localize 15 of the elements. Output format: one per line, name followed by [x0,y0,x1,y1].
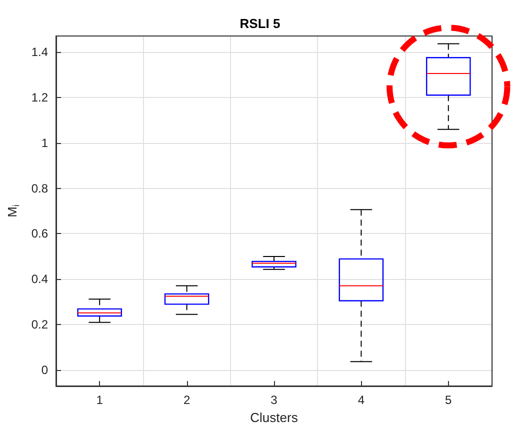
y-tick-label: 0 [41,363,48,378]
x-tick-label: 3 [270,393,278,407]
x-axis-title: Clusters [250,410,298,425]
x-tick-label: 5 [445,393,452,407]
y-tick-label: 1.2 [31,90,48,104]
x-tick-label: 2 [183,393,190,407]
y-tick-label: 1.4 [31,44,48,59]
x-tick-label: 1 [96,393,104,407]
chart-title: RSLI 5 [240,16,280,31]
y-tick-label: 0.2 [31,318,48,332]
y-tick-label: 0.8 [31,181,48,196]
y-tick-label: 0.4 [31,272,48,286]
y-tick-label: 1 [41,136,48,150]
x-tick-label: 4 [358,393,365,407]
y-tick-label: 0.6 [31,226,48,241]
